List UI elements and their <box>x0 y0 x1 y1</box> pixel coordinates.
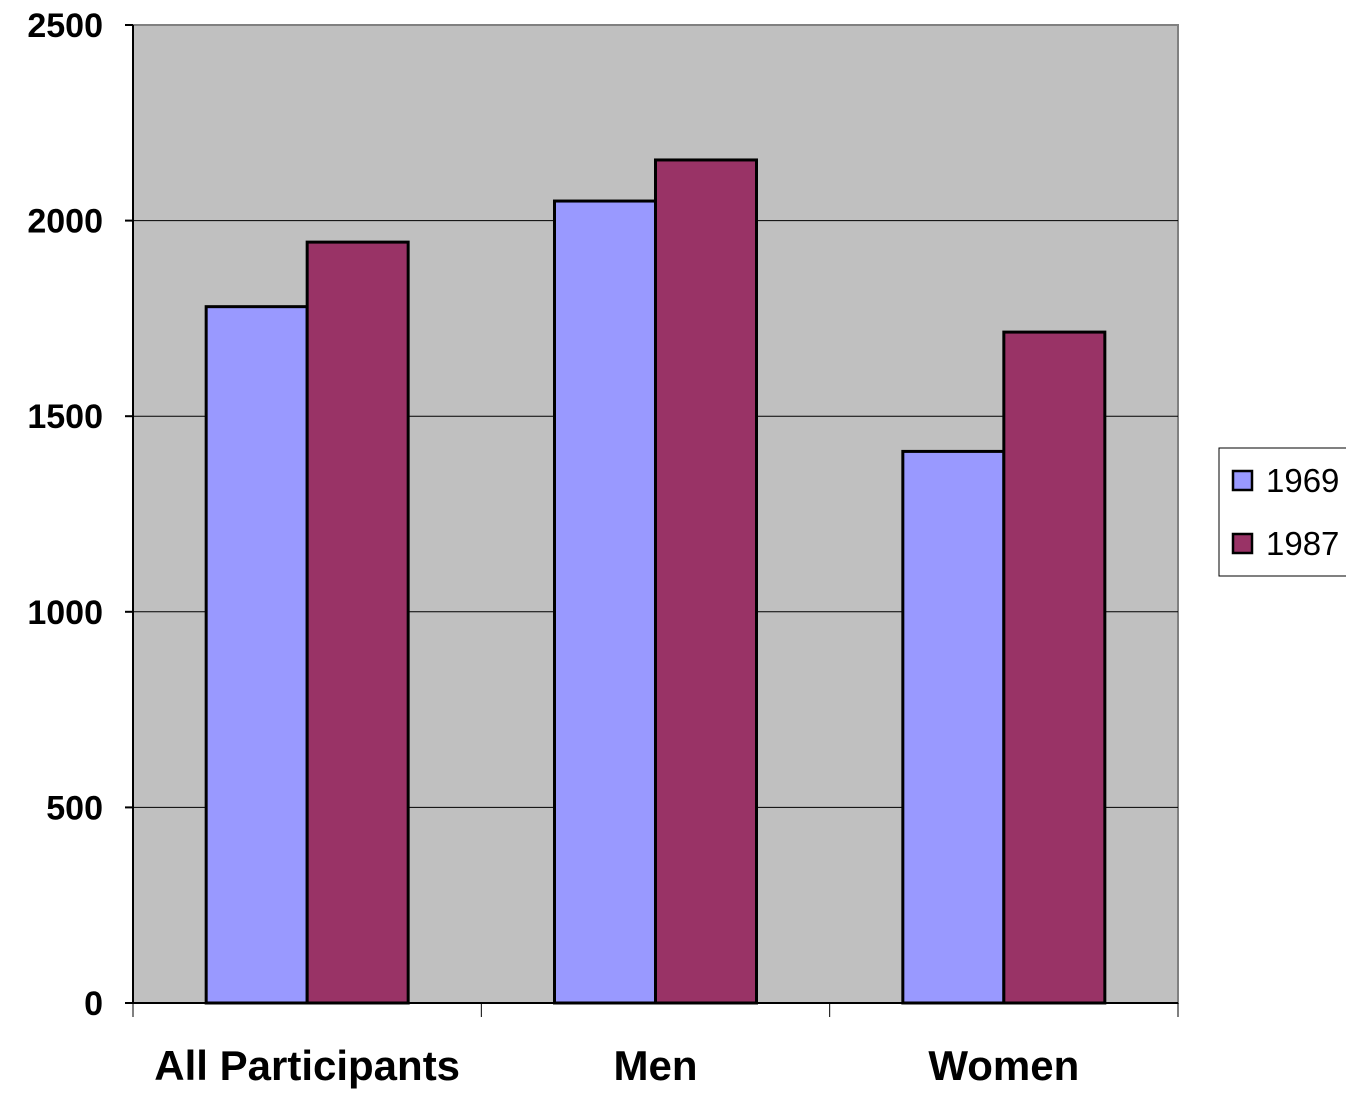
legend-swatch-1969 <box>1231 469 1254 492</box>
x-tick-labels: All Participants Men Women <box>154 1042 1079 1089</box>
legend-swatch-1987 <box>1231 532 1254 555</box>
bar-1969-all-participants <box>204 305 309 1005</box>
x-tick-label: Men <box>614 1042 698 1089</box>
bar-1969-women <box>901 449 1006 1005</box>
axes <box>125 24 1179 1017</box>
bar-1969-men <box>553 199 657 1005</box>
legend-label-1987: 1987 <box>1266 525 1339 562</box>
legend-box <box>1218 447 1346 577</box>
x-tick-label: All Participants <box>154 1042 460 1089</box>
y-tick-labels: 0 500 1000 1500 2000 2500 <box>27 7 103 1023</box>
y-tick-label: 2000 <box>27 203 103 241</box>
bar-1987-men <box>654 158 758 1005</box>
legend-label-1969: 1969 <box>1266 462 1339 499</box>
x-tick-label: Women <box>928 1042 1079 1089</box>
bar-1987-all-participants <box>305 240 410 1005</box>
bar-1987-women <box>1002 330 1107 1005</box>
y-tick-label: 2500 <box>27 7 103 45</box>
y-tick-label: 1000 <box>27 594 103 632</box>
legend: 1969 1987 <box>1218 447 1346 577</box>
y-tick-label: 1500 <box>27 398 103 436</box>
y-tick-label: 500 <box>46 789 103 827</box>
y-tick-label: 0 <box>84 985 103 1023</box>
